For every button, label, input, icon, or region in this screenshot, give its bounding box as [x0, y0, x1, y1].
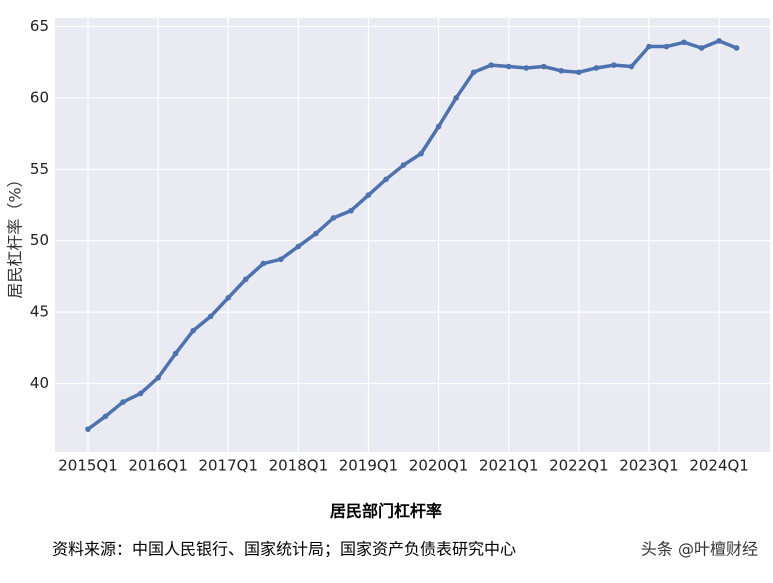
point [453, 95, 459, 101]
x-tick-label: 2019Q1 [339, 457, 399, 475]
point [172, 350, 179, 357]
point [295, 243, 302, 250]
y-tick-label: 65 [30, 17, 49, 35]
point [348, 207, 354, 214]
x-tick-label: 2020Q1 [409, 457, 469, 475]
watermark: 头条 @叶檀财经 [641, 540, 758, 559]
point [365, 192, 372, 198]
point [611, 62, 617, 68]
y-tick-label: 50 [30, 231, 49, 249]
point [628, 63, 635, 70]
point [418, 150, 424, 157]
y-tick-label: 45 [30, 303, 49, 321]
point [225, 295, 232, 301]
point [330, 215, 337, 221]
point [383, 176, 389, 183]
point [207, 313, 214, 320]
point [242, 276, 249, 283]
point [488, 62, 494, 68]
point [190, 327, 196, 334]
point [260, 260, 267, 267]
point [102, 413, 109, 420]
x-tick-label: 2017Q1 [198, 457, 258, 475]
point [698, 45, 705, 51]
plot-area [55, 18, 770, 452]
y-axis-label: 居民杠杆率（%） [6, 171, 25, 298]
point [733, 45, 740, 51]
source: 资料来源：中国人民银行、国家统计局；国家资产负债表研究中心 [52, 540, 516, 559]
point [716, 38, 722, 44]
x-tick-label: 2021Q1 [479, 457, 539, 475]
point [540, 63, 547, 70]
x-tick-label: 2015Q1 [58, 457, 118, 475]
x-tick-label: 2018Q1 [269, 457, 329, 475]
point [313, 230, 319, 237]
point [85, 426, 91, 432]
line [86, 39, 738, 431]
point [435, 123, 442, 130]
point [646, 43, 652, 50]
point [137, 390, 144, 397]
point [470, 69, 477, 76]
y-tick-label: 55 [30, 160, 49, 178]
point [558, 68, 565, 74]
point [593, 65, 600, 71]
point [681, 39, 687, 46]
x-tick-label: 2024Q1 [689, 457, 749, 475]
point [155, 374, 161, 381]
point [400, 162, 407, 168]
x-tick-label: 2016Q1 [128, 457, 188, 475]
point [576, 69, 582, 76]
point [523, 65, 530, 71]
x-tick-label: 2023Q1 [619, 457, 679, 475]
y-tick-label: 60 [30, 88, 49, 106]
point [120, 399, 126, 405]
y-tick-label: 40 [30, 374, 49, 392]
caption: 居民部门杠杆率 [330, 502, 442, 521]
point [278, 256, 284, 263]
point [663, 43, 670, 50]
x-tick-label: 2022Q1 [549, 457, 609, 475]
point [505, 63, 512, 70]
